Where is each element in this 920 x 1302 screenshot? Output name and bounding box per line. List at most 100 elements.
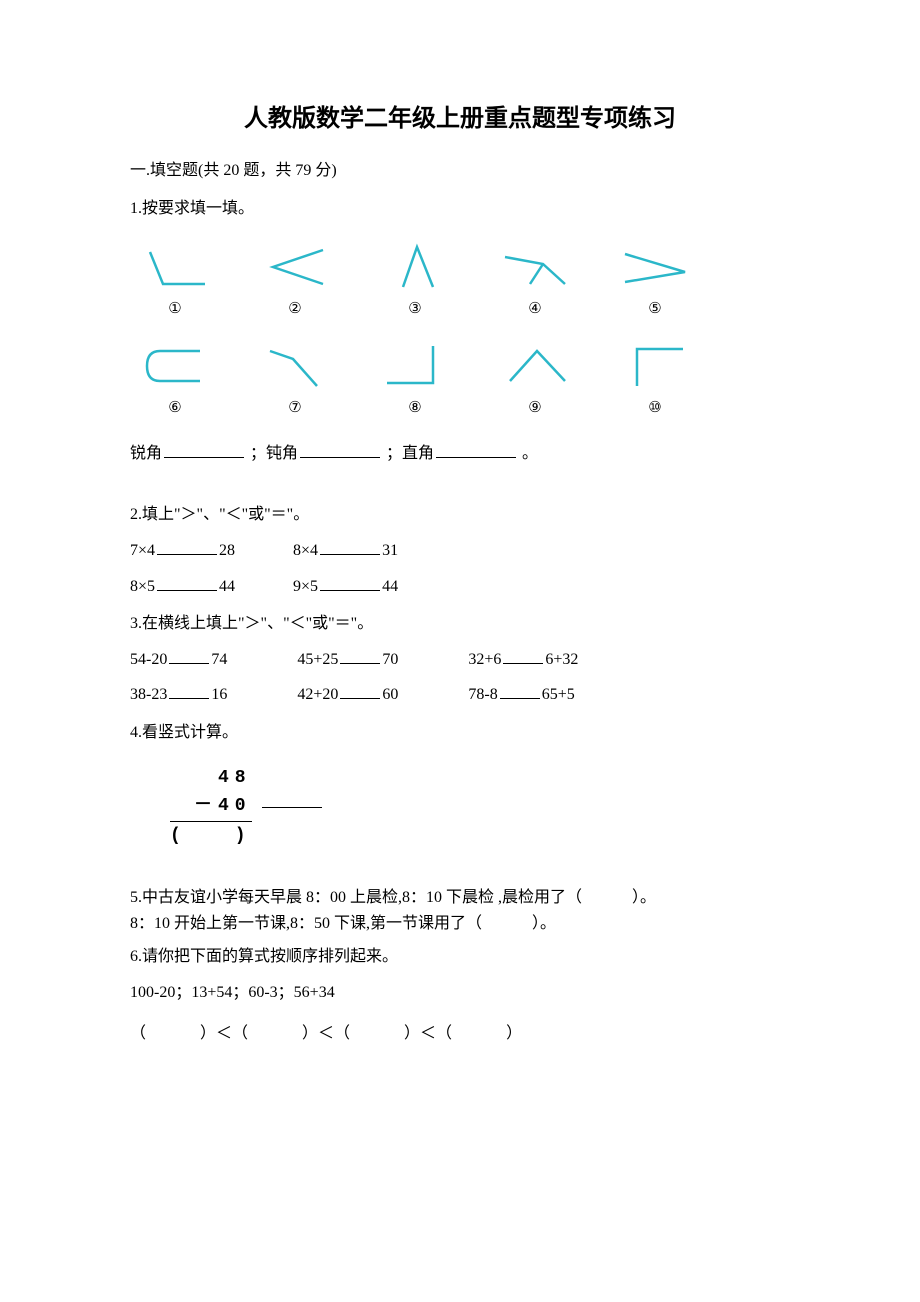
q3-r1c2-l: 45+25 (297, 651, 338, 668)
q6-oc: ）＜（ (302, 1025, 350, 1042)
shape-label-5: ⑤ (648, 301, 661, 317)
q3-r2c2-l: 42+20 (297, 686, 338, 703)
shape-10: ⑩ (610, 341, 700, 421)
q6-ob: ）＜（ (200, 1025, 248, 1042)
shape-5: ⑤ (610, 242, 700, 322)
q6-order: （ ）＜（ ）＜（ ）＜（ ） (130, 1021, 790, 1047)
q2-row2: 8×5 44 9×5 44 (130, 574, 790, 600)
shape-2: ② (250, 242, 340, 322)
vc-top: 48 (218, 768, 252, 788)
q3-prompt: 3.在横线上填上"＞"、"＜"或"＝"。 (130, 611, 790, 637)
q2-r2c2-l: 9×5 (293, 578, 318, 595)
q3-r2c1-l: 38-23 (130, 686, 167, 703)
label-end: 。 (522, 445, 538, 462)
q3-r2c1-blank[interactable] (169, 682, 209, 699)
angle-shape-8 (375, 341, 455, 391)
q6-oa: （ (130, 1025, 146, 1042)
q2-r1c1-blank[interactable] (157, 538, 217, 555)
shape-label-4: ④ (528, 301, 541, 317)
q3-r2c3-r: 65+5 (542, 686, 575, 703)
q2-row1: 7×4 28 8×4 31 (130, 538, 790, 564)
q5-l1a: 5.中古友谊小学每天早晨 8：00 上晨检,8：10 下晨检 ,晨检用了（ (130, 889, 582, 906)
q2-r1c2-l: 8×4 (293, 542, 318, 559)
q6-od: ）＜（ (404, 1025, 452, 1042)
q3-r1c1-r: 74 (211, 651, 227, 668)
vc-bottom: 40 (218, 796, 252, 816)
q3-r1c1-blank[interactable] (169, 647, 209, 664)
q2-r1c2-r: 31 (382, 542, 398, 559)
shapes-row-1: ① ② ③ ④ ⑤ (130, 242, 790, 322)
q2-r1c2-blank[interactable] (320, 538, 380, 555)
label-acute: 锐角 (130, 445, 162, 462)
shape-4: ④ (490, 242, 580, 322)
q2-prompt: 2.填上"＞"、"＜"或"＝"。 (130, 502, 790, 528)
q3-r2c1-r: 16 (211, 686, 227, 703)
q2-r2c2-blank[interactable] (320, 574, 380, 591)
angle-shape-1 (135, 242, 215, 292)
label-right: ；直角 (386, 445, 434, 462)
q6-exprs: 100-20；13+54；60-3；56+34 (130, 980, 790, 1006)
angle-shape-10 (615, 341, 695, 391)
q2-r2c1-r: 44 (219, 578, 235, 595)
angle-shape-5 (615, 242, 695, 292)
q2-r2c1-blank[interactable] (157, 574, 217, 591)
q3-r1c3-l: 32+6 (468, 651, 501, 668)
angle-shape-3 (375, 242, 455, 292)
q6-oe: ） (506, 1025, 522, 1042)
q6-prompt: 6.请你把下面的算式按顺序排列起来。 (130, 944, 790, 970)
q1-answer-line: 锐角 ；钝角 ；直角 。 (130, 441, 790, 467)
q3-r1c3-r: 6+32 (545, 651, 578, 668)
vertical-calc: 48－40 ( ) (170, 764, 252, 851)
shape-label-10: ⑩ (648, 400, 661, 416)
q5: 5.中古友谊小学每天早晨 8：00 上晨检,8：10 下晨检 ,晨检用了（）。 … (130, 885, 790, 936)
shape-label-2: ② (288, 301, 301, 317)
q3-r1c2-blank[interactable] (340, 647, 380, 664)
shape-6: ⑥ (130, 341, 220, 421)
q2-r1c1-r: 28 (219, 542, 235, 559)
shape-label-9: ⑨ (528, 400, 541, 416)
q3-r2c3-l: 78-8 (468, 686, 497, 703)
angle-shape-7 (255, 341, 335, 391)
page-title: 人教版数学二年级上册重点题型专项练习 (130, 100, 790, 138)
blank-obtuse[interactable] (300, 441, 380, 458)
q3-r2c2-blank[interactable] (340, 682, 380, 699)
shapes-row-2: ⑥ ⑦ ⑧ ⑨ ⑩ (130, 341, 790, 421)
q4-vertical: 48－40 ( ) (130, 754, 790, 861)
q3-row1: 54-20 74 45+25 70 32+6 6+32 (130, 647, 790, 673)
q3-r1c2-r: 70 (382, 651, 398, 668)
q4-prompt: 4.看竖式计算。 (130, 720, 790, 746)
q2-r2c1-l: 8×5 (130, 578, 155, 595)
vc-op: － (194, 796, 218, 816)
q3-r1c1-l: 54-20 (130, 651, 167, 668)
vc-paren: ( ) (170, 822, 252, 851)
q1-prompt: 1.按要求填一填。 (130, 196, 790, 222)
q3-row2: 38-23 16 42+20 60 78-8 65+5 (130, 682, 790, 708)
shape-8: ⑧ (370, 341, 460, 421)
section-header: 一.填空题(共 20 题，共 79 分) (130, 158, 790, 184)
shape-label-8: ⑧ (408, 400, 421, 416)
angle-shape-4 (495, 242, 575, 292)
q3-r2c2-r: 60 (382, 686, 398, 703)
shape-label-1: ① (168, 301, 181, 317)
blank-right[interactable] (436, 441, 516, 458)
blank-acute[interactable] (164, 441, 244, 458)
angle-shape-6 (135, 341, 215, 391)
shape-9: ⑨ (490, 341, 580, 421)
q2-r1c1-l: 7×4 (130, 542, 155, 559)
shape-7: ⑦ (250, 341, 340, 421)
q5-l2a: 8：10 开始上第一节课,8：50 下课,第一节课用了（ (130, 915, 482, 932)
shape-label-6: ⑥ (168, 400, 181, 416)
shape-3: ③ (370, 242, 460, 322)
shape-label-3: ③ (408, 301, 421, 317)
q3-r1c3-blank[interactable] (503, 647, 543, 664)
label-obtuse: ；钝角 (250, 445, 298, 462)
q5-l1b: ）。 (632, 889, 656, 906)
q2-r2c2-r: 44 (382, 578, 398, 595)
shape-1: ① (130, 242, 220, 322)
q5-l2b: ）。 (532, 915, 556, 932)
q4-blank[interactable] (262, 807, 322, 808)
q3-r2c3-blank[interactable] (500, 682, 540, 699)
angle-shape-9 (495, 341, 575, 391)
shape-label-7: ⑦ (288, 400, 301, 416)
angle-shape-2 (255, 242, 335, 292)
